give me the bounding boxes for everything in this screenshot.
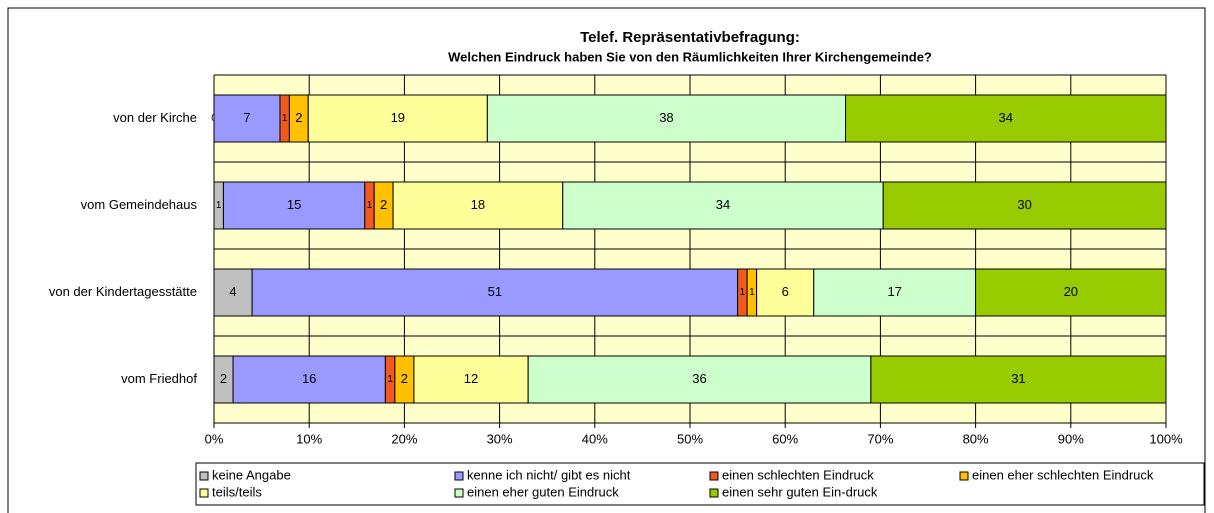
bar-segment xyxy=(882,181,1167,230)
data-label: 2 xyxy=(220,371,227,386)
data-label: 31 xyxy=(1011,371,1025,386)
data-label: 30 xyxy=(1017,197,1031,212)
x-tick-label: 70% xyxy=(867,431,893,446)
data-label: 15 xyxy=(287,197,301,212)
data-label: 38 xyxy=(659,110,673,125)
data-label: 2 xyxy=(380,197,387,212)
x-tick-label: 90% xyxy=(1058,431,1084,446)
legend-swatch xyxy=(709,488,719,498)
data-label: 1 xyxy=(749,287,755,298)
legend-label: einen eher schlechten Eindruck xyxy=(972,467,1154,482)
bar-segment xyxy=(392,181,564,230)
legend-swatch xyxy=(199,471,209,481)
bar-segment xyxy=(222,181,366,230)
legend-swatch xyxy=(709,471,719,481)
bar-segment xyxy=(251,268,739,317)
data-label: 2 xyxy=(401,371,408,386)
x-tick-label: 100% xyxy=(1149,431,1183,446)
data-label: 1 xyxy=(740,287,746,298)
bar-segment xyxy=(213,268,253,317)
legend-label: einen eher guten Eindruck xyxy=(467,484,619,499)
bar-segment xyxy=(307,94,488,143)
data-label: 16 xyxy=(302,371,316,386)
x-tick-label: 80% xyxy=(963,431,989,446)
chart-subtitle: Welchen Eindruck haben Sie von den Räuml… xyxy=(448,49,932,64)
bar-segment xyxy=(845,94,1167,143)
bar-segment xyxy=(232,355,386,404)
y-tick-label: von der Kindertagesstätte xyxy=(49,284,197,299)
x-tick-label: 30% xyxy=(487,431,513,446)
bar-segment xyxy=(527,355,872,404)
legend-box xyxy=(195,462,1205,506)
data-label: 34 xyxy=(716,197,730,212)
data-label: 7 xyxy=(243,110,250,125)
legend-label: einen schlechten Eindruck xyxy=(722,467,874,482)
legend-label: einen sehr guten Ein-druck xyxy=(722,484,878,499)
data-label: 6 xyxy=(782,284,789,299)
x-tick-label: 60% xyxy=(772,431,798,446)
legend-label: teils/teils xyxy=(212,484,262,499)
y-tick-label: vom Gemeindehaus xyxy=(81,197,198,212)
data-label: 51 xyxy=(488,284,502,299)
data-label: 1 xyxy=(216,200,222,211)
legend-swatch xyxy=(199,488,209,498)
x-tick-label: 10% xyxy=(296,431,322,446)
bar-segment xyxy=(413,355,529,404)
data-label: 34 xyxy=(999,110,1013,125)
data-label: 36 xyxy=(692,371,706,386)
legend-swatch xyxy=(959,471,969,481)
x-tick-label: 40% xyxy=(582,431,608,446)
data-label: 1 xyxy=(282,113,288,124)
legend-label: keine Angabe xyxy=(212,467,291,482)
x-tick-label: 50% xyxy=(677,431,703,446)
data-label: 12 xyxy=(464,371,478,386)
x-tick-label: 0% xyxy=(205,431,224,446)
data-label: 20 xyxy=(1064,284,1078,299)
data-label: 19 xyxy=(391,110,405,125)
bar-segment xyxy=(562,181,884,230)
legend-swatch xyxy=(454,471,464,481)
data-label: 1 xyxy=(367,200,373,211)
data-label: 18 xyxy=(471,197,485,212)
data-label: 4 xyxy=(229,284,236,299)
bar-segment xyxy=(756,268,815,317)
data-label: 17 xyxy=(887,284,901,299)
legend-swatch xyxy=(454,488,464,498)
bar-segment xyxy=(813,268,977,317)
data-label: 1 xyxy=(387,374,393,385)
legend-label: kenne ich nicht/ gibt es nicht xyxy=(467,467,631,482)
x-tick-label: 20% xyxy=(391,431,417,446)
bar-segment xyxy=(975,268,1167,317)
y-tick-label: von der Kirche xyxy=(113,110,197,125)
bar-segment xyxy=(486,94,847,143)
data-label: 2 xyxy=(295,110,302,125)
y-tick-label: vom Friedhof xyxy=(121,371,197,386)
chart-title: Telef. Repräsentativbefragung: xyxy=(580,29,800,46)
bar-segment xyxy=(870,355,1167,404)
